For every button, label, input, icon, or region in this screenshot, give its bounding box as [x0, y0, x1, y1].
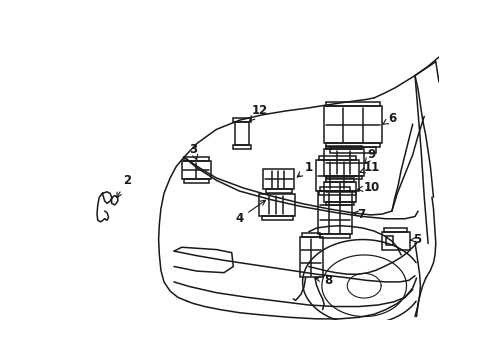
Text: 7: 7 [352, 208, 365, 221]
Bar [232, 118, 250, 122]
Bar [183, 157, 208, 161]
Bar [329, 147, 375, 153]
Text: 3: 3 [189, 143, 197, 160]
Text: 4: 4 [235, 200, 265, 225]
Bar [318, 156, 356, 160]
Bar [301, 233, 320, 237]
Bar [317, 191, 351, 234]
Bar [384, 228, 407, 232]
Text: 5: 5 [409, 233, 421, 246]
Bar [183, 180, 208, 183]
Bar [324, 149, 364, 176]
Bar [263, 170, 293, 189]
Bar [234, 122, 248, 145]
Bar [316, 160, 358, 191]
Text: 6: 6 [382, 112, 395, 125]
Text: 1: 1 [297, 161, 312, 177]
Text: 12: 12 [249, 104, 267, 121]
Bar [318, 191, 356, 195]
Text: 2: 2 [117, 174, 131, 198]
Bar [320, 187, 349, 191]
Bar [326, 176, 361, 180]
Bar [326, 143, 379, 147]
Bar [324, 182, 356, 202]
Bar [326, 102, 379, 106]
Bar [326, 178, 353, 182]
Bar [259, 194, 294, 216]
Bar [324, 106, 381, 143]
Text: 11: 11 [359, 161, 379, 175]
Bar [265, 189, 291, 193]
Bar [299, 237, 322, 277]
Text: 10: 10 [357, 181, 379, 194]
Bar [261, 216, 292, 220]
Bar [385, 236, 393, 245]
Bar [326, 202, 353, 205]
Bar [232, 145, 250, 149]
Text: 9: 9 [364, 148, 375, 163]
Bar [381, 232, 409, 250]
Bar [320, 234, 349, 238]
Bar [326, 145, 361, 149]
Text: 8: 8 [314, 274, 331, 287]
Bar [182, 161, 210, 180]
